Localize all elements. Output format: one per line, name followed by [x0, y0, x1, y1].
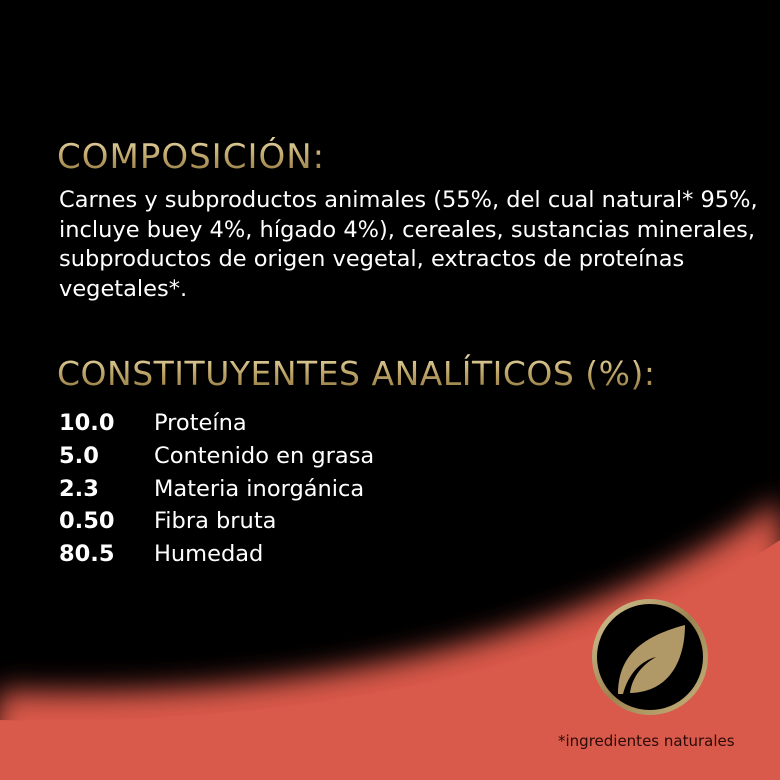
footnote: *ingredientes naturales	[558, 732, 735, 750]
analytical-label: Humedad	[154, 541, 264, 567]
analytical-value: 5.0	[59, 443, 99, 469]
analytical-label: Proteína	[154, 410, 247, 436]
analytical-value: 80.5	[59, 541, 115, 567]
analytical-label: Contenido en grasa	[154, 443, 375, 469]
analytical-label: Materia inorgánica	[154, 476, 365, 502]
analytical-label: Fibra bruta	[154, 508, 277, 534]
analytical-value: 0.50	[59, 508, 115, 534]
leaf-icon	[592, 599, 708, 715]
analytical-value: 2.3	[59, 476, 99, 502]
composition-text: Carnes y subproductos animales (55%, del…	[59, 187, 758, 302]
composition-title: COMPOSICIÓN:	[57, 137, 326, 177]
analytical-title: CONSTITUYENTES ANALÍTICOS (%):	[57, 354, 656, 393]
analytical-value: 10.0	[59, 410, 115, 436]
